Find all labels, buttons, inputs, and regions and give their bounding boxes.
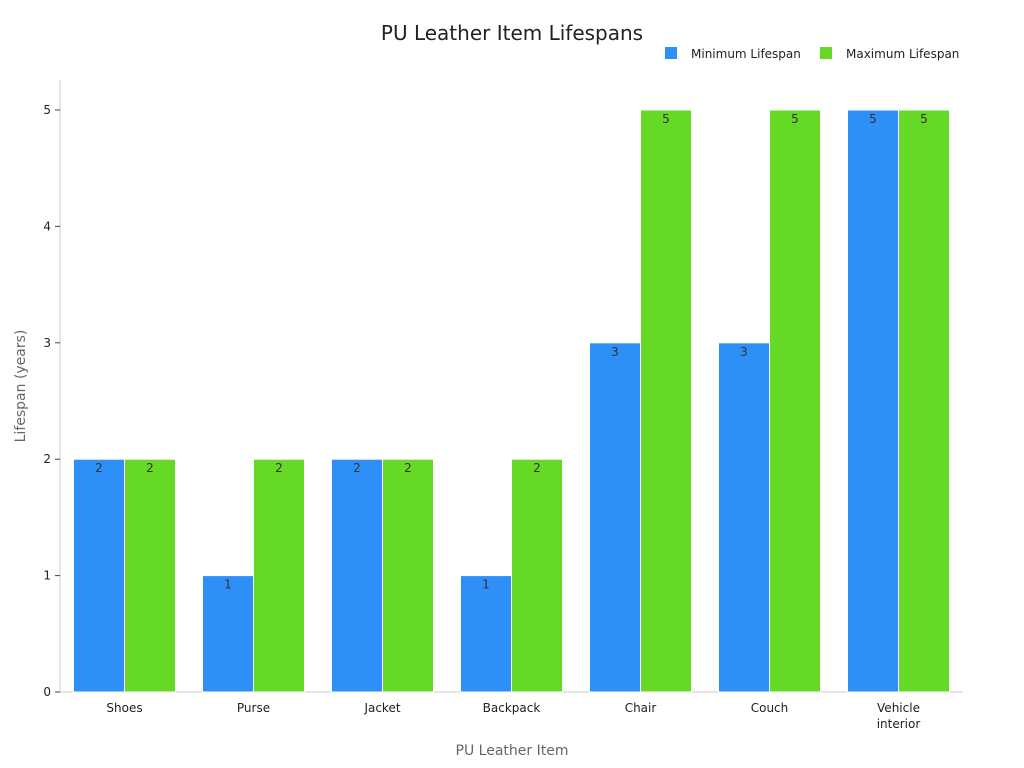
legend: Minimum Lifespan Maximum Lifespan	[665, 47, 959, 61]
bar-minimum-vehicle-interior	[847, 109, 899, 693]
legend-label-maximum: Maximum Lifespan	[846, 47, 959, 61]
x-tick-label: Chair	[625, 701, 657, 715]
x-tick-label-line: interior	[877, 717, 921, 731]
bar-value-label: 5	[791, 112, 799, 126]
x-tick-label-line: Shoes	[106, 701, 142, 715]
x-tick-label-line: Jacket	[363, 701, 400, 715]
x-axis-ticks: Shoes Purse Jacket Backpack Chair Couch Vehicl…	[106, 701, 920, 731]
y-tick-label: 1	[43, 569, 51, 583]
bar-maximum-shoes	[124, 458, 176, 693]
bar-value-label: 2	[275, 461, 283, 475]
bar-value-label: 2	[404, 461, 412, 475]
y-axis-ticks: 0 1 2 3 4 5	[43, 103, 60, 699]
x-tick-label-line: Backpack	[483, 701, 541, 715]
y-tick-label: 3	[43, 336, 51, 350]
bar-minimum-chair	[589, 342, 641, 693]
bar-value-label: 1	[224, 578, 232, 592]
chart-title: PU Leather Item Lifespans	[381, 21, 643, 45]
x-tick-label: Purse	[237, 701, 270, 715]
bar-minimum-couch	[718, 342, 770, 693]
x-tick-label-line: Chair	[625, 701, 657, 715]
bar-value-label: 3	[611, 345, 619, 359]
x-tick-label: Couch	[751, 701, 789, 715]
bar-minimum-backpack	[460, 575, 512, 693]
bar-value-label: 5	[662, 112, 670, 126]
bar-minimum-jacket	[331, 458, 383, 693]
bar-maximum-purse	[253, 458, 305, 693]
bar-value-label: 3	[740, 345, 748, 359]
bar-value-label: 2	[533, 461, 541, 475]
y-tick-label: 5	[43, 103, 51, 117]
bar-minimum-shoes	[73, 458, 125, 693]
bar-series: 2 2 1 2 2 2 1 2 3 5 3 5 5 5	[73, 109, 950, 693]
x-tick-label: Backpack	[483, 701, 541, 715]
legend-swatch-minimum	[665, 47, 677, 59]
bar-value-label: 2	[146, 461, 154, 475]
bar-maximum-jacket	[382, 458, 434, 693]
legend-label-minimum: Minimum Lifespan	[691, 47, 801, 61]
bar-value-label: 5	[869, 112, 877, 126]
y-axis-label: Lifespan (years)	[13, 330, 29, 443]
y-tick-label: 4	[43, 219, 51, 233]
bar-minimum-purse	[202, 575, 254, 693]
legend-swatch-maximum	[820, 47, 832, 59]
x-tick-label-line: Couch	[751, 701, 789, 715]
bar-value-label: 2	[95, 461, 103, 475]
x-tick-label: Jacket	[363, 701, 400, 715]
x-axis-label: PU Leather Item	[456, 743, 569, 759]
y-tick-label: 0	[43, 685, 51, 699]
bar-value-label: 5	[920, 112, 928, 126]
y-tick-label: 2	[43, 452, 51, 466]
x-tick-label: Shoes	[106, 701, 142, 715]
x-tick-label-line: Purse	[237, 701, 270, 715]
bar-value-label: 1	[482, 578, 490, 592]
bar-value-label: 2	[353, 461, 361, 475]
x-tick-label: Vehicle interior	[877, 701, 921, 731]
bar-maximum-backpack	[511, 458, 563, 693]
bar-maximum-vehicle-interior	[898, 109, 950, 693]
x-tick-label-line: Vehicle	[877, 701, 920, 715]
bar-maximum-couch	[769, 109, 821, 693]
bar-maximum-chair	[640, 109, 692, 693]
